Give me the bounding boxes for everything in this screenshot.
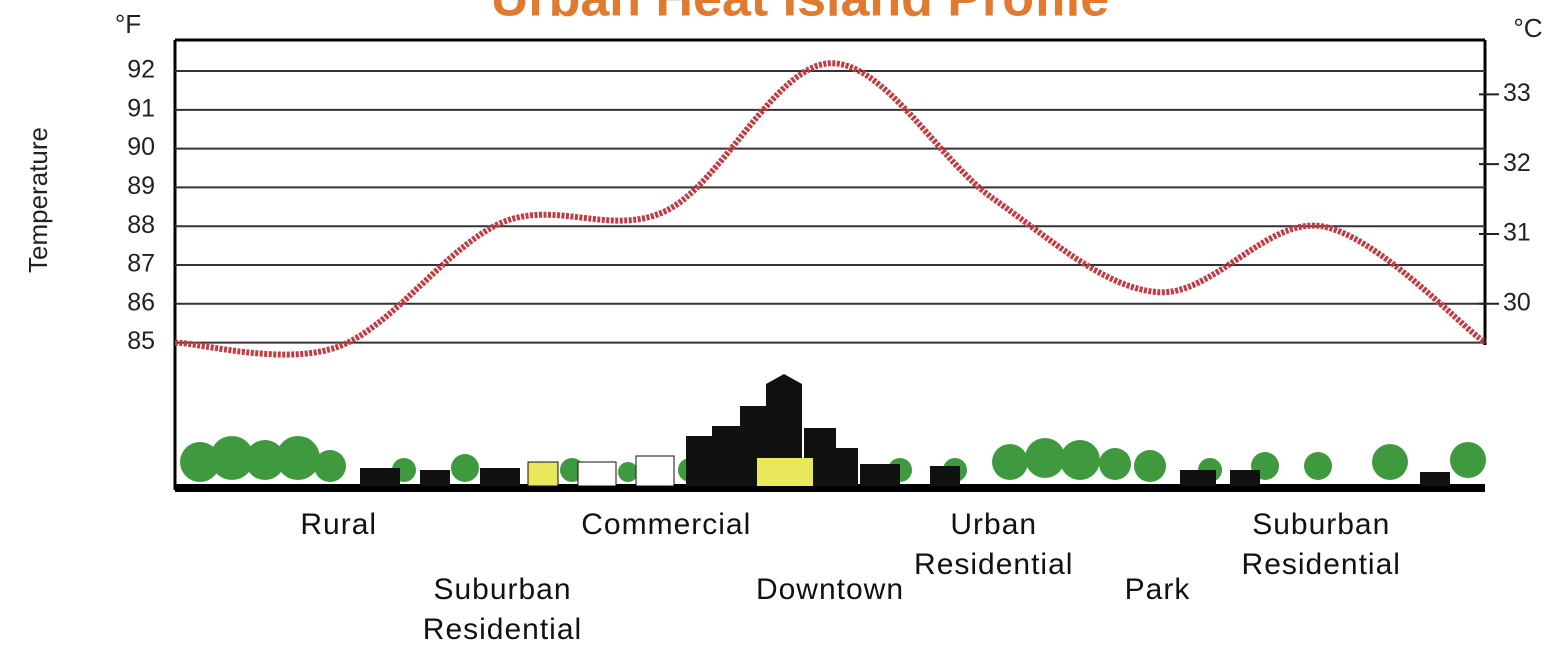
zone-label: Commercial [551, 505, 781, 545]
y-axis-label: Temperature [23, 127, 53, 273]
zone-label: Suburban Residential [388, 570, 618, 647]
y-tick-label: 86 [127, 288, 155, 316]
y-tick-label: 89 [127, 172, 155, 200]
y2-tick-label: 32 [1503, 149, 1531, 177]
zone-label: Rural [224, 505, 454, 545]
y-tick-label: 85 [127, 327, 155, 355]
y2-tick-label: 30 [1503, 288, 1531, 316]
y-tick-label: 87 [127, 250, 155, 278]
temperature-line [175, 63, 1485, 354]
landscape [175, 374, 1486, 492]
y2-unit: °C [1513, 13, 1542, 43]
y-tick-label: 91 [127, 94, 155, 122]
y-tick-label: 92 [127, 56, 155, 84]
y-tick-label: 90 [127, 133, 155, 161]
zone-label: Suburban Residential [1206, 505, 1436, 585]
y-unit: °F [115, 9, 141, 39]
y2-tick-label: 31 [1503, 219, 1531, 247]
page: Urban Heat Island Profile °F °C Temperat… [0, 0, 1558, 647]
chart-title: Urban Heat Island Profile [491, 0, 1109, 28]
y-tick-label: 88 [127, 211, 155, 239]
y2-tick-label: 33 [1503, 79, 1531, 107]
